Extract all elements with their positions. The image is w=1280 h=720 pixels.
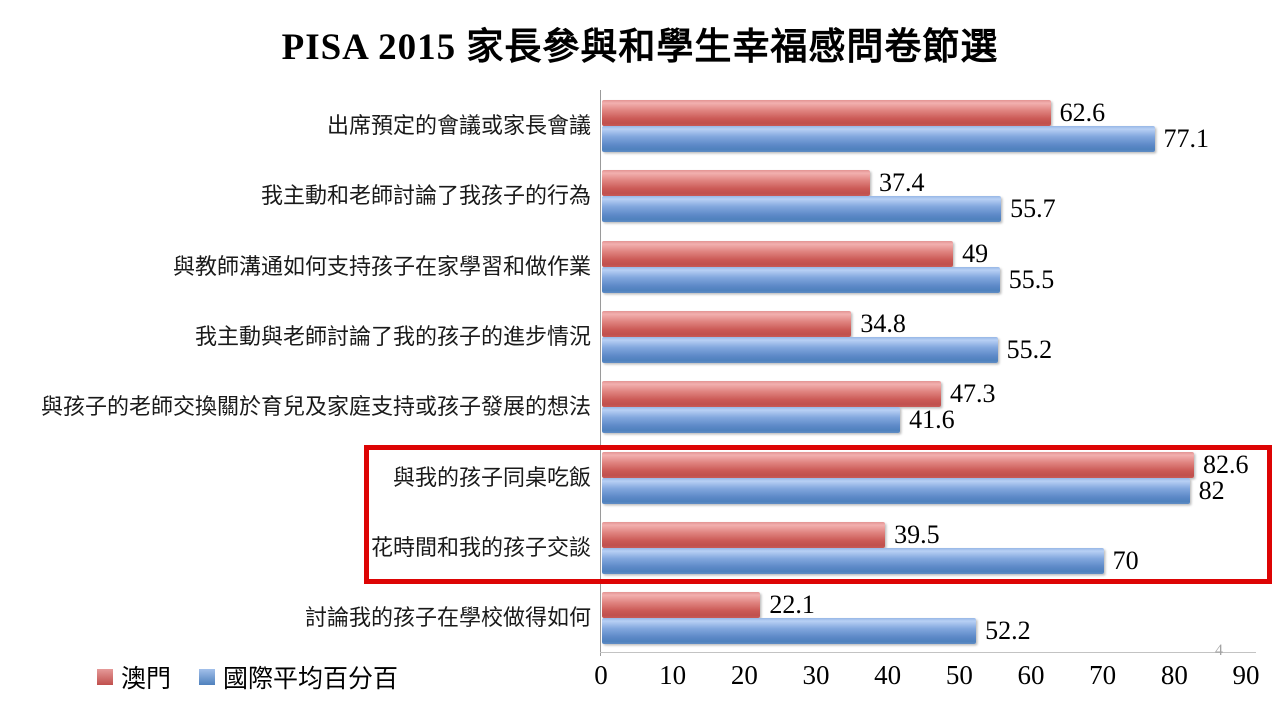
- bar-macau: 37.4: [602, 168, 925, 197]
- x-axis-tick-label: 90: [1232, 660, 1260, 690]
- bar-macau: 47.3: [602, 379, 995, 408]
- x-axis-tick-label: 60: [1017, 660, 1045, 690]
- bar-international: 52.2: [602, 616, 1031, 645]
- category-band: 我主動和老師討論了我孩子的行為 37.4 55.7: [261, 160, 1246, 230]
- bar-international: 77.1: [602, 124, 1209, 153]
- category-band: 與教師溝通如何支持孩子在家學習和做作業 49 55.5: [173, 231, 1246, 301]
- legend-label-international: 國際平均百分百: [223, 666, 399, 693]
- chart-title: PISA 2015 家長參與和學生幸福感問卷節選: [281, 27, 999, 68]
- legend: 澳門 國際平均百分百: [97, 659, 398, 695]
- bar-international: 41.6: [602, 405, 955, 434]
- category-label: 我主動與老師討論了我的孩子的進步情況: [194, 323, 591, 349]
- bar-macau: 82.6: [602, 450, 1248, 479]
- bar-value-label: 47.3: [949, 379, 996, 409]
- bar-macau: 62.6: [602, 98, 1105, 127]
- x-axis-tick-label: 70: [1089, 660, 1117, 690]
- bar-macau: 49: [602, 239, 988, 268]
- bar-value-label: 82.6: [1202, 449, 1249, 479]
- bar-value-label: 22.1: [769, 590, 815, 620]
- x-axis-tick-label: 30: [802, 660, 830, 690]
- bar-international: 55.5: [602, 265, 1054, 294]
- bar-value-label: 34.8: [860, 308, 906, 338]
- bar-value-label: 55.5: [1008, 264, 1055, 294]
- category-label: 我主動和老師討論了我孩子的行為: [260, 183, 591, 209]
- bar-international: 55.7: [602, 194, 1056, 223]
- x-axis-tick-label: 10: [659, 660, 687, 690]
- bar-value-label: 55.2: [1006, 334, 1053, 364]
- bar-international: 70: [602, 546, 1139, 575]
- category-band: 我主動與老師討論了我的孩子的進步情況 34.8 55.2: [195, 301, 1246, 371]
- page-number: 4: [1215, 642, 1223, 659]
- bar-macau: 34.8: [602, 309, 906, 338]
- legend-item-macau: 澳門: [97, 659, 171, 695]
- bar-value-label: 55.7: [1010, 194, 1056, 224]
- plot-area: 出席預定的會議或家長會議 62.6 77.1 我主動和老師討論了我孩子的行為 37.4 5…: [41, 90, 1248, 652]
- category-band: 出席預定的會議或家長會議 62.6 77.1: [327, 90, 1246, 160]
- category-label: 討論我的孩子在學校做得如何: [304, 605, 591, 631]
- bar-value-label: 82: [1198, 475, 1225, 505]
- category-label: 與我的孩子同桌吃飯: [392, 464, 591, 490]
- bar-international: 55.2: [602, 335, 1052, 364]
- category-band: 花時間和我的孩子交談 39.5 70: [371, 512, 1246, 582]
- x-axis: 0 10 20 30 40 50 60 70 80 90: [594, 660, 1259, 696]
- y-axis-line: [600, 90, 601, 656]
- category-label: 花時間和我的孩子交談: [370, 534, 591, 560]
- x-axis-tick-label: 50: [945, 660, 973, 690]
- legend-swatch-international-icon: [199, 669, 216, 685]
- x-axis-tick-label: 80: [1160, 660, 1188, 690]
- bar-macau: 39.5: [602, 520, 940, 549]
- category-band: 討論我的孩子在學校做得如何 22.1 52.2: [305, 582, 1246, 652]
- bar-value-label: 39.5: [894, 519, 940, 549]
- category-band: 與孩子的老師交換關於育兒及家庭支持或孩子發展的想法 47.3 41.6: [41, 371, 1246, 441]
- bar-value-label: 41.6: [909, 405, 955, 435]
- x-axis-tick-label: 40: [874, 660, 902, 690]
- bar-macau: 22.1: [602, 590, 815, 619]
- legend-label-macau: 澳門: [121, 666, 172, 693]
- bar-value-label: 62.6: [1059, 98, 1106, 127]
- bar-international: 82: [602, 476, 1225, 505]
- x-axis-tick-label: 20: [730, 660, 758, 690]
- legend-item-international: 國際平均百分百: [199, 659, 398, 695]
- category-label: 與教師溝通如何支持孩子在家學習和做作業: [172, 253, 591, 279]
- x-axis-line: [600, 652, 1256, 653]
- bar-value-label: 49: [962, 238, 989, 268]
- bar-value-label: 52.2: [985, 616, 1031, 646]
- bar-value-label: 70: [1112, 545, 1139, 575]
- category-band: 與我的孩子同桌吃飯 82.6 82: [393, 442, 1248, 512]
- bar-value-label: 77.1: [1163, 124, 1210, 153]
- x-axis-tick-label: 0: [594, 660, 608, 690]
- category-label: 出席預定的會議或家長會議: [326, 113, 591, 138]
- legend-swatch-macau-icon: [97, 669, 113, 685]
- bar-value-label: 37.4: [879, 168, 925, 198]
- category-label: 與孩子的老師交換關於育兒及家庭支持或孩子發展的想法: [40, 394, 591, 420]
